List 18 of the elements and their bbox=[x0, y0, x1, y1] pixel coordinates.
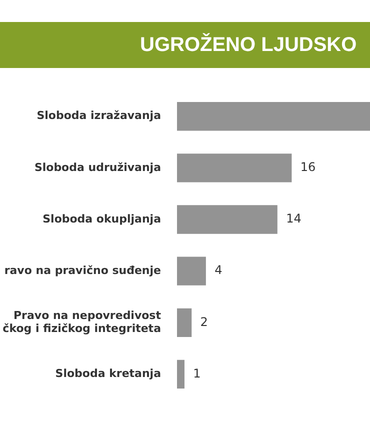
data-label: 1 bbox=[193, 366, 201, 380]
data-label: 14 bbox=[286, 212, 302, 226]
y-tick-label: Pravo na nepovredivost čkog i fizičkog integriteta bbox=[2, 308, 161, 336]
data-label: 2 bbox=[200, 314, 208, 329]
bar bbox=[177, 154, 292, 182]
bar bbox=[177, 308, 192, 337]
y-tick-label: ravo na pravično suđenje bbox=[4, 264, 161, 277]
chart-title: UGROŽENO LJUDSKO bbox=[0, 22, 370, 68]
data-label: 16 bbox=[300, 160, 316, 174]
y-tick-label: Sloboda kretanja bbox=[55, 367, 161, 380]
y-tick-label: Sloboda izražavanja bbox=[36, 109, 161, 122]
y-tick-label: Sloboda okupljanja bbox=[42, 212, 161, 226]
y-tick-label: Sloboda udruživanja bbox=[34, 160, 161, 174]
bar bbox=[177, 360, 184, 389]
bar bbox=[177, 256, 206, 286]
data-label: 4 bbox=[214, 263, 222, 278]
bar bbox=[177, 102, 370, 131]
bar bbox=[177, 205, 278, 234]
